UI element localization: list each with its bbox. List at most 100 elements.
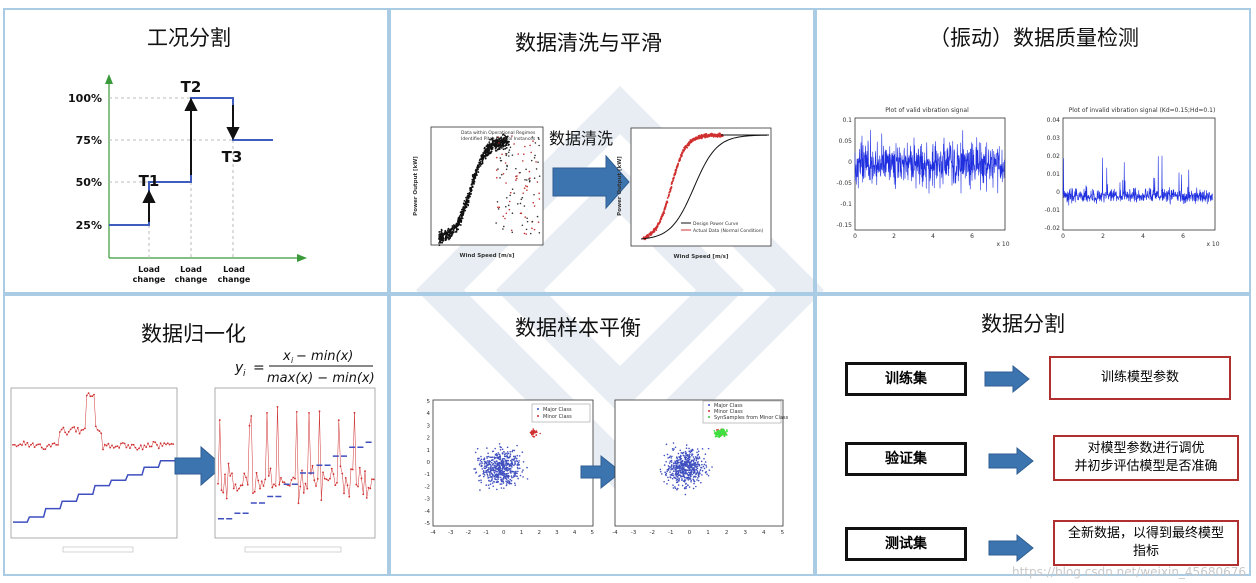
scatter-point: [486, 460, 489, 462]
scatter-point: [505, 142, 508, 145]
scatter-point: [675, 456, 678, 459]
scatter-point: [701, 469, 704, 472]
scatter-point: [514, 473, 516, 476]
x-tick-label: 5: [591, 530, 595, 536]
arrow-label: 数据清洗: [549, 129, 613, 148]
scatter-point: [532, 140, 534, 142]
scatter-point: [447, 227, 450, 230]
scatter-point: [484, 157, 487, 160]
y-tick-label: -0.1: [840, 201, 852, 208]
scatter-point: [685, 485, 688, 488]
scatter-point: [479, 474, 481, 477]
scatter-point: [440, 232, 442, 235]
scatter-point: [517, 203, 519, 205]
series-point: [266, 411, 268, 414]
scatter-point: [533, 205, 536, 207]
scatter-point: [512, 449, 514, 452]
scatter-point: [494, 478, 497, 480]
scatter-point: [515, 475, 517, 477]
scatter-point: [465, 196, 467, 199]
scatter-point: [687, 484, 689, 486]
scatter-point: [697, 463, 700, 466]
scatter-point: [666, 197, 669, 199]
scatter-point: [688, 471, 691, 474]
scatter-point: [696, 472, 698, 475]
y-tick-label: 100%: [68, 92, 102, 105]
scatter-point: [451, 225, 454, 227]
scatter-point: [703, 457, 705, 460]
scatter-point: [722, 428, 725, 431]
scatter-point: [701, 474, 703, 476]
scatter-point: [507, 456, 510, 459]
scatter-point: [438, 242, 440, 244]
y-tick-label: -0.05: [836, 180, 852, 187]
scatter-point: [666, 453, 669, 456]
scatter-point: [691, 471, 693, 473]
scatter-point: [524, 178, 526, 181]
scatter-point: [488, 487, 491, 490]
scatter-point: [681, 468, 683, 471]
scatter-point: [505, 469, 507, 472]
x-tick-label: 2: [1101, 233, 1105, 240]
scatter-point: [663, 454, 666, 457]
scatter-point: [664, 207, 666, 210]
scatter-point: [695, 468, 698, 471]
scatter-point: [515, 457, 518, 460]
scatter-point: [679, 158, 682, 160]
scatter-point: [676, 459, 679, 462]
scatter-point: [719, 132, 721, 135]
panel-title: 数据样本平衡: [515, 316, 641, 340]
scatter-point: [692, 471, 695, 473]
scatter-point: [687, 479, 690, 481]
scatter-point: [492, 139, 495, 142]
scatter-point: [676, 488, 678, 491]
scatter-point: [501, 472, 504, 475]
scatter-point: [497, 473, 500, 475]
scatter-point: [503, 462, 505, 464]
x-suffix: x 10: [1206, 241, 1219, 248]
set-box-test: 测试集: [845, 527, 967, 561]
scatter-point: [471, 178, 474, 181]
scatter-point: [508, 482, 511, 485]
panel-title: 数据归一化: [141, 322, 246, 346]
scatter-point: [690, 465, 692, 467]
scatter-point: [505, 484, 508, 487]
scatter-point: [704, 453, 707, 456]
scatter-point: [670, 186, 673, 189]
formula-sub: i: [291, 356, 294, 365]
scatter-point: [439, 240, 441, 243]
scatter-point: [526, 189, 528, 191]
x-tick-label: -3: [448, 530, 454, 536]
scatter-point: [694, 138, 697, 141]
scatter-point: [537, 136, 540, 139]
scatter-point: [489, 473, 491, 475]
scatter-point: [511, 450, 514, 453]
legend-item: Major Class: [543, 407, 572, 413]
scatter-point: [481, 468, 484, 470]
scatter-point: [505, 452, 507, 455]
scatter-point: [688, 456, 690, 458]
scatter-point: [499, 470, 502, 473]
scatter-point: [681, 484, 684, 487]
scatter-point: [681, 452, 684, 455]
scatter-point: [531, 136, 534, 138]
scatter-point: [488, 141, 491, 144]
scatter-point: [516, 444, 518, 447]
scatter-point: [688, 467, 691, 470]
scatter-point: [666, 470, 668, 473]
series-line: [218, 441, 372, 520]
scatter-point: [700, 460, 703, 463]
y-tick-label: 75%: [76, 134, 102, 147]
scatter-point: [500, 487, 503, 489]
legend-item: Minor Class: [714, 409, 743, 415]
scatter-point: [674, 486, 676, 488]
x-tick-label: 4: [1141, 233, 1145, 240]
scatter-point: [663, 480, 665, 483]
scatter-point: [486, 447, 488, 449]
series-point: [217, 482, 219, 485]
scatter-point: [688, 465, 690, 467]
scatter-point: [532, 429, 535, 432]
scatter-point: [479, 158, 482, 161]
scatter-point: [505, 460, 507, 463]
scatter-point: [686, 457, 689, 460]
